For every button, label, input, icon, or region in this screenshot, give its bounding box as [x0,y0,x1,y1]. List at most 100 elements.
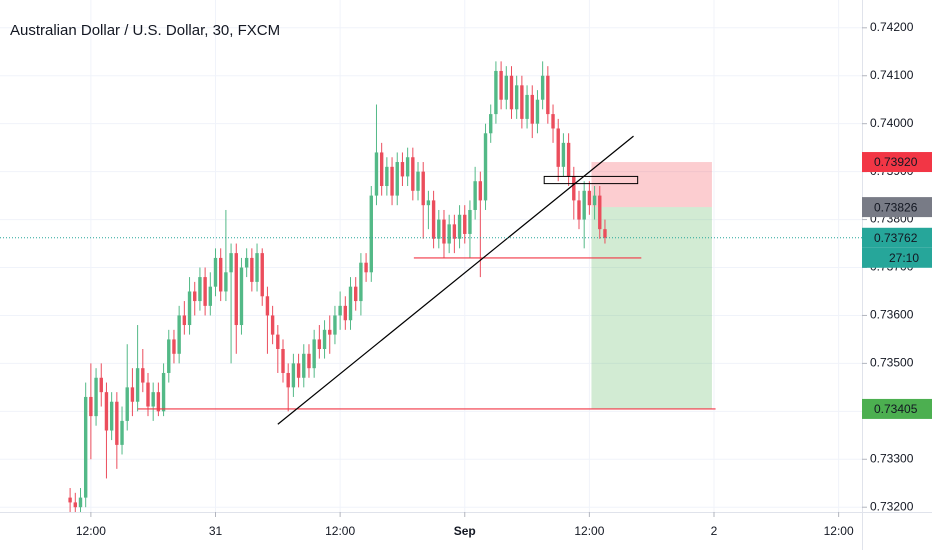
candle-body [333,315,337,335]
candle-body [73,502,77,508]
chart-title: Australian Dollar / U.S. Dollar, 30, FXC… [10,22,280,39]
candle-body [494,70,498,115]
candle-body [229,253,233,273]
candle-body [141,368,145,383]
target-zone [591,207,712,409]
candle-body [68,497,72,503]
candle-body [208,286,213,306]
drawing-box [543,175,639,185]
candle-body [520,85,524,119]
candle-body [359,262,363,302]
candle-body [509,75,514,110]
x-tick-label: 31 [209,524,223,538]
candle-body [582,190,586,220]
x-tick-label: 12:00 [824,524,854,538]
candle-body [556,128,560,167]
candle-body [411,157,415,191]
candle-body [592,195,597,206]
candle-body [291,363,296,388]
candle-body [473,181,477,210]
candle-body [452,224,457,239]
candle-body [478,181,483,201]
candle-body [572,176,576,201]
candle-body [187,291,192,326]
candle-body [421,171,425,206]
candle-body [151,392,155,407]
x-tick-label: 2 [711,524,718,538]
candle-body [239,267,244,326]
candle-body [405,157,410,177]
price-label-bg [862,398,932,419]
candle-body [530,94,534,124]
candle-body [193,291,197,302]
y-tick-label: 0.74000 [870,116,914,130]
stop-zone [591,162,712,208]
candle-body [348,286,353,321]
candle-body [468,209,472,234]
countdown: 27:10 [889,251,919,265]
price-label: 0.73826 [874,200,918,214]
candle-body [535,99,540,124]
candle-body [213,257,218,287]
candle-body [514,85,519,110]
x-tick-label: 12:00 [574,524,604,538]
candle-body [499,70,503,100]
candle-body [447,224,451,244]
y-tick-label: 0.73200 [870,499,914,513]
candle-body [317,339,322,350]
candle-body [146,382,150,407]
candle-body [250,257,254,282]
candle-body [540,75,545,100]
candle-body [400,162,405,177]
candle-body [390,166,394,196]
candle-body [343,305,348,321]
candle-body [156,392,161,412]
candle-body [385,166,389,187]
candle-body [109,401,114,431]
candle-body [374,152,379,196]
candle-body [328,329,332,335]
candle-body [483,133,488,201]
candle-body [561,142,566,167]
candle-body [416,171,420,191]
candle-body [255,253,259,282]
x-tick-label: 12:00 [76,524,106,538]
candle-body [525,94,529,119]
y-tick-label: 0.74200 [870,20,914,34]
candle-body [276,334,280,350]
candle-body [426,200,431,206]
candle-body [338,305,342,316]
candle-body [551,114,555,129]
plot [0,61,862,512]
candle-body [89,396,93,417]
candle-body [603,229,607,238]
candle-body [260,253,264,297]
candle-body [198,277,202,302]
candle-body [104,392,109,431]
price-label: 0.73762 [874,231,918,245]
candle-body [587,190,592,206]
candle-body [224,272,228,292]
candle-body [566,142,571,177]
candle-body [296,363,301,378]
candle-body [244,257,249,268]
price-label-bg [862,152,932,173]
candle-body [99,377,103,393]
y-tick-label: 0.73600 [870,308,914,322]
candle-body [379,152,384,187]
candle-body [115,401,119,445]
candle-body [286,372,290,388]
drawing-line [277,135,634,425]
candle-body [78,497,83,508]
candle-body [364,262,368,273]
candle-body [270,315,275,335]
candle-body [120,420,124,445]
price-label: 0.73405 [874,402,918,416]
candle-body [431,200,436,239]
candle-body [395,162,399,196]
candle-body [130,387,135,402]
candle-body [265,296,270,316]
candle-body [234,253,238,326]
